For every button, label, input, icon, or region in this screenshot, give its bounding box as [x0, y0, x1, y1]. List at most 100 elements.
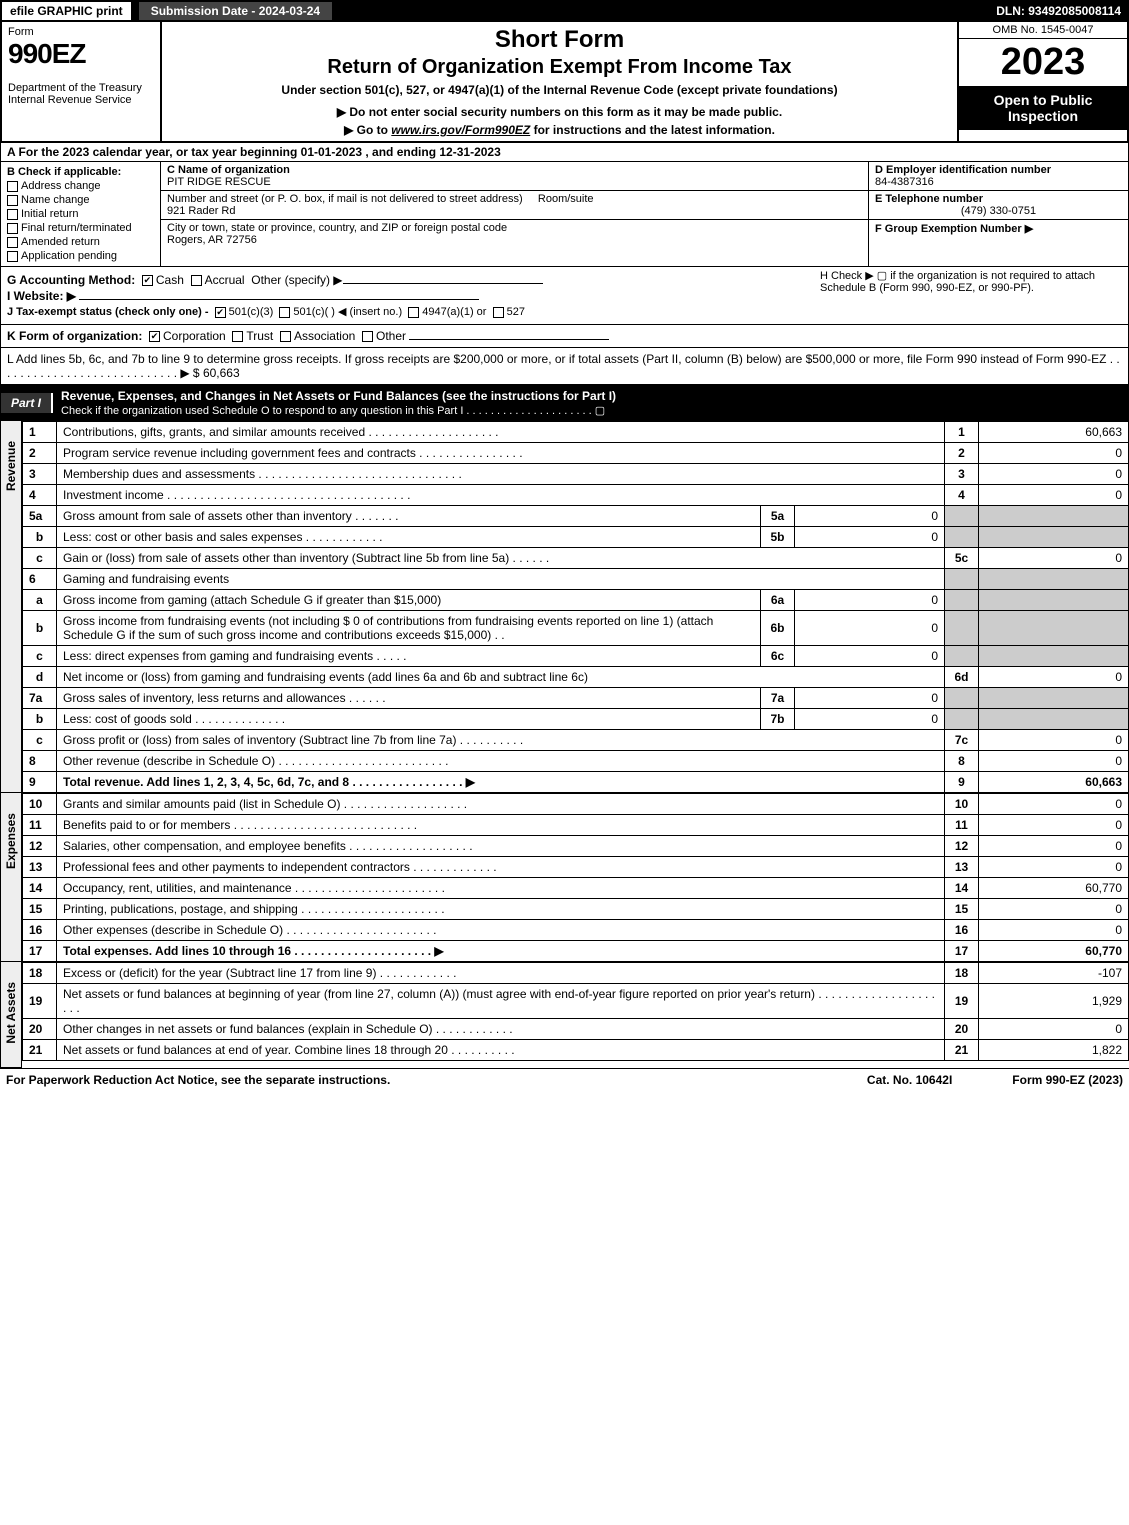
goto-pre: ▶ Go to	[344, 123, 391, 137]
line-15: 15Printing, publications, postage, and s…	[23, 899, 1129, 920]
revenue-section: Revenue 1Contributions, gifts, grants, a…	[0, 421, 1129, 793]
cb-application-pending[interactable]: Application pending	[7, 250, 154, 262]
line-20: 20Other changes in net assets or fund ba…	[23, 1019, 1129, 1040]
k-corp: Corporation	[163, 329, 226, 343]
cb-address-change[interactable]: Address change	[7, 180, 154, 192]
g-other-input[interactable]	[343, 283, 543, 284]
street-row: Number and street (or P. O. box, if mail…	[161, 191, 868, 220]
k-other-input[interactable]	[409, 339, 609, 340]
net-assets-table: 18Excess or (deficit) for the year (Subt…	[22, 962, 1129, 1061]
city-label: City or town, state or province, country…	[167, 222, 507, 234]
cb-other[interactable]	[362, 331, 373, 342]
line-18: 18Excess or (deficit) for the year (Subt…	[23, 963, 1129, 984]
tax-year: 2023	[959, 39, 1127, 86]
b-head: B Check if applicable:	[7, 166, 154, 178]
line-5c: cGain or (loss) from sale of assets othe…	[23, 548, 1129, 569]
phone-row: E Telephone number (479) 330-0751	[869, 190, 1128, 219]
title-short-form: Short Form	[170, 26, 949, 54]
line-14: 14Occupancy, rent, utilities, and mainte…	[23, 878, 1129, 899]
line-7a: 7aGross sales of inventory, less returns…	[23, 688, 1129, 709]
j-501c: 501(c)( ) ◀ (insert no.)	[293, 306, 402, 318]
goto-post: for instructions and the latest informat…	[530, 123, 775, 137]
part-i-title: Revenue, Expenses, and Changes in Net As…	[53, 386, 1128, 420]
org-name: PIT RIDGE RESCUE	[167, 176, 271, 188]
ein-value: 84-4387316	[875, 176, 1122, 188]
line-8: 8Other revenue (describe in Schedule O) …	[23, 751, 1129, 772]
section-def: D Employer identification number 84-4387…	[868, 162, 1128, 266]
submission-topbar: efile GRAPHIC print Submission Date - 20…	[0, 0, 1129, 22]
footer-cat: Cat. No. 10642I	[867, 1073, 952, 1087]
net-assets-sidebar: Net Assets	[0, 962, 22, 1068]
title-return: Return of Organization Exempt From Incom…	[170, 56, 949, 79]
org-name-label: C Name of organization	[167, 164, 290, 176]
header-center: Short Form Return of Organization Exempt…	[162, 22, 957, 141]
cb-amended-return[interactable]: Amended return	[7, 236, 154, 248]
cb-name-change[interactable]: Name change	[7, 194, 154, 206]
line-21: 21Net assets or fund balances at end of …	[23, 1040, 1129, 1061]
line-6b: bGross income from fundraising events (n…	[23, 611, 1129, 646]
line-16: 16Other expenses (describe in Schedule O…	[23, 920, 1129, 941]
cb-4947[interactable]	[408, 307, 419, 318]
line-17: 17Total expenses. Add lines 10 through 1…	[23, 941, 1129, 962]
cb-initial-return[interactable]: Initial return	[7, 208, 154, 220]
line-7b: bLess: cost of goods sold . . . . . . . …	[23, 709, 1129, 730]
line-2: 2Program service revenue including gover…	[23, 443, 1129, 464]
website-input[interactable]	[79, 299, 479, 300]
cb-527[interactable]	[493, 307, 504, 318]
street-label: Number and street (or P. O. box, if mail…	[167, 193, 523, 205]
cb-cash[interactable]	[142, 275, 153, 286]
line-1: 1Contributions, gifts, grants, and simil…	[23, 422, 1129, 443]
j-label: J Tax-exempt status (check only one) -	[7, 306, 209, 318]
line-10: 10Grants and similar amounts paid (list …	[23, 794, 1129, 815]
expenses-sidebar: Expenses	[0, 793, 22, 962]
line-19: 19Net assets or fund balances at beginni…	[23, 984, 1129, 1019]
section-j: J Tax-exempt status (check only one) - 5…	[7, 305, 1122, 318]
section-a-tax-year: A For the 2023 calendar year, or tax yea…	[0, 143, 1129, 162]
efile-label[interactable]: efile GRAPHIC print	[0, 0, 133, 22]
section-cdef: C Name of organization PIT RIDGE RESCUE …	[161, 162, 1128, 266]
form-label: Form	[8, 26, 154, 38]
part-i-bar: Part I Revenue, Expenses, and Changes in…	[0, 385, 1129, 421]
net-assets-section: Net Assets 18Excess or (deficit) for the…	[0, 962, 1129, 1068]
footer-left: For Paperwork Reduction Act Notice, see …	[6, 1073, 390, 1087]
room-label: Room/suite	[538, 193, 594, 205]
org-name-row: C Name of organization PIT RIDGE RESCUE	[161, 162, 868, 191]
line-5a: 5aGross amount from sale of assets other…	[23, 506, 1129, 527]
i-label: I Website: ▶	[7, 289, 76, 303]
line-3: 3Membership dues and assessments . . . .…	[23, 464, 1129, 485]
ein-label: D Employer identification number	[875, 164, 1122, 176]
header-right: OMB No. 1545-0047 2023 Open to Public In…	[957, 22, 1127, 141]
section-b: B Check if applicable: Address change Na…	[1, 162, 161, 266]
department: Department of the Treasury Internal Reve…	[8, 82, 154, 106]
section-c: C Name of organization PIT RIDGE RESCUE …	[161, 162, 868, 266]
cb-assoc[interactable]	[280, 331, 291, 342]
cb-trust[interactable]	[232, 331, 243, 342]
expenses-table: 10Grants and similar amounts paid (list …	[22, 793, 1129, 962]
line-13: 13Professional fees and other payments t…	[23, 857, 1129, 878]
cb-501c[interactable]	[279, 307, 290, 318]
cb-accrual[interactable]	[191, 275, 202, 286]
dln: DLN: 93492085008114	[996, 4, 1129, 18]
cb-final-return[interactable]: Final return/terminated	[7, 222, 154, 234]
form-header: Form 990EZ Department of the Treasury In…	[0, 22, 1129, 143]
footer-form: Form 990-EZ (2023)	[1012, 1073, 1123, 1087]
line-11: 11Benefits paid to or for members . . . …	[23, 815, 1129, 836]
line-5b: bLess: cost or other basis and sales exp…	[23, 527, 1129, 548]
cb-501c3[interactable]	[215, 307, 226, 318]
cb-corp[interactable]	[149, 331, 160, 342]
title-under-section: Under section 501(c), 527, or 4947(a)(1)…	[170, 83, 949, 97]
g-label: G Accounting Method:	[7, 273, 135, 287]
phone-value: (479) 330-0751	[875, 205, 1122, 217]
line-4: 4Investment income . . . . . . . . . . .…	[23, 485, 1129, 506]
submission-date: Submission Date - 2024-03-24	[137, 0, 334, 22]
k-other: Other	[376, 329, 406, 343]
omb-number: OMB No. 1545-0047	[959, 22, 1127, 39]
line-6c: cLess: direct expenses from gaming and f…	[23, 646, 1129, 667]
ein-row: D Employer identification number 84-4387…	[869, 162, 1128, 190]
line-6d: dNet income or (loss) from gaming and fu…	[23, 667, 1129, 688]
part-i-label: Part I	[1, 393, 53, 413]
city-value: Rogers, AR 72756	[167, 234, 257, 246]
l-text: L Add lines 5b, 6c, and 7b to line 9 to …	[7, 352, 1120, 380]
irs-link[interactable]: www.irs.gov/Form990EZ	[391, 123, 530, 137]
line-6a: aGross income from gaming (attach Schedu…	[23, 590, 1129, 611]
